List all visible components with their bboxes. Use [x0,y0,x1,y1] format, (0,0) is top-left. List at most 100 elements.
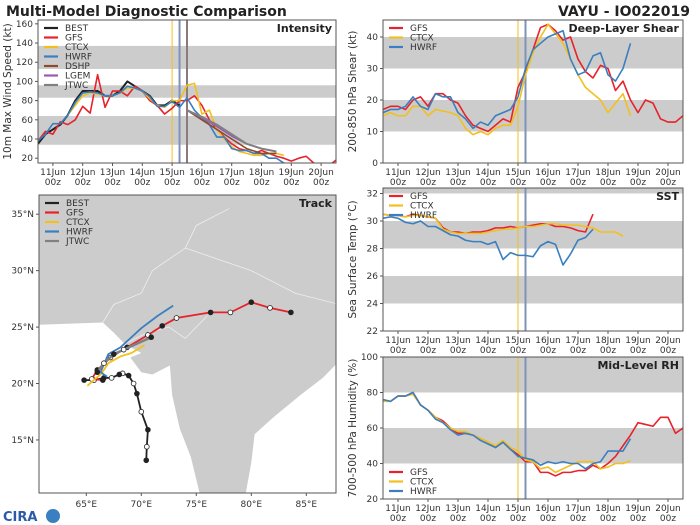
track-point-jtwc [148,334,155,341]
legend-label-jtwc: JTWC [64,81,88,91]
shaded-band [383,428,683,464]
x-tick-label-hour: 00z [390,178,406,188]
x-tick-label: 85°E [295,500,317,510]
x-tick-label: 70°E [130,500,152,510]
x-tick-label: 80°E [240,500,262,510]
x-tick-label-hour: 00z [600,346,616,356]
x-tick-label-hour: 00z [540,178,556,188]
x-tick-label-hour: 00z [570,346,586,356]
x-tick-label-hour: 00z [630,514,646,524]
cira-logo-text: CIRA [3,510,37,525]
shaded-band [383,357,683,393]
x-tick-label-hour: 00z [194,178,210,188]
x-tick-label: 14Jun [130,168,156,178]
country-border [102,208,230,323]
y-tick-label: 20 [367,495,379,505]
x-tick-label-hour: 00z [630,346,646,356]
x-tick-label-hour: 00z [540,346,556,356]
x-tick-label-hour: 00z [420,346,436,356]
x-tick-label: 19Jun [625,168,651,178]
y-tick-label: 120 [16,58,33,68]
y-tick-label: 28 [367,245,379,255]
panel-title: Mid-Level RH [597,359,679,372]
track-point-gfs [267,305,273,311]
x-tick-label: 14Jun [475,168,501,178]
plot-frame [382,19,684,164]
x-tick-label-hour: 00z [660,346,676,356]
track-point-jtwc [120,346,127,353]
figure-title: Multi-Model Diagnostic Comparison [6,4,287,20]
y-tick-label: 30°N [11,267,34,277]
x-tick-label-hour: 00z [450,178,466,188]
x-tick-label-hour: 00z [480,346,496,356]
y-tick-label: 32 [367,190,378,200]
x-tick-label-hour: 00z [75,178,91,188]
panel-title: SST [656,190,679,203]
y-tick-label: 30 [367,65,379,75]
series-line-hwrf [383,216,594,266]
y-axis-label: 200-850 hPa Shear (kt) [347,31,359,153]
track-point-jtwc [111,351,117,357]
x-tick-label-hour: 00z [510,346,526,356]
legend-label-gfs: GFS [65,34,83,44]
y-tick-label: 20 [367,96,379,106]
sst-panel: 11Jun00z12Jun00z13Jun00z14Jun00z15Jun00z… [347,187,684,356]
legend-label-ctcx: CTCX [410,478,434,488]
track-panel: 65°E 70°E 75°E 80°E 85°E 15°N 20°N 25°N 30°N 35°N… [11,194,337,510]
x-tick-label-hour: 00z [450,346,466,356]
x-tick-label: 17Jun [565,504,591,514]
x-tick-label: 14Jun [475,336,501,346]
x-tick-label: 15Jun [505,168,531,178]
legend-label-gfs: GFS [410,24,428,34]
x-tick-label: 12Jun [70,168,96,178]
x-tick-label: 20Jun [655,336,681,346]
shaded-band [383,188,683,194]
y-axis-label: 10m Max Wind Speed (kt) [2,23,14,159]
legend-label-best: BEST [65,24,89,34]
series-line-ctcx [383,213,624,237]
land-mass [39,195,336,493]
y-tick-label: 80 [367,389,379,399]
x-tick-label-hour: 00z [600,178,616,188]
y-tick-label: 10 [367,128,379,138]
track-point-jtwc [101,360,107,366]
track-point-best [81,377,87,383]
y-tick-label: 80 [22,97,34,107]
series-line-hwrf [383,29,632,130]
legend-label-hwrf: HWRF [410,487,437,497]
x-tick-label: 20Jun [308,168,334,178]
storm-title: VAYU - IO022019 [558,4,690,20]
x-tick-label: 13Jun [445,504,471,514]
track-point-best [143,457,150,464]
y-tick-label: 26 [367,272,379,282]
shaded-band [383,276,683,304]
country-border [124,315,208,345]
plot-frame [38,194,337,494]
y-tick-label: 100 [361,353,378,363]
y-tick-label: 15°N [11,436,34,446]
y-tick-label: 140 [16,39,33,49]
legend-label-ctcx: CTCX [410,34,434,44]
legend-label-gfs: GFS [410,192,428,202]
x-tick-label: 18Jun [595,336,621,346]
x-tick-label: 17Jun [565,168,591,178]
x-tick-label: 13Jun [445,336,471,346]
track-point-best [144,443,150,450]
legend-label-ctcx: CTCX [65,43,89,53]
x-tick-label-hour: 00z [164,178,180,188]
x-tick-label: 20Jun [655,504,681,514]
cira-logo: CIRA [3,509,60,525]
series-line-ctcx [383,23,632,136]
x-tick-label-hour: 00z [134,178,150,188]
x-tick-label-hour: 00z [224,178,240,188]
y-tick-label: 60 [367,424,379,434]
shear-panel: 11Jun00z12Jun00z13Jun00z14Jun00z15Jun00z… [347,19,684,188]
y-axis-label: Sea Surface Temp (°C) [347,200,359,318]
track-point-gfs [207,309,214,316]
x-tick-label: 19Jun [625,504,651,514]
x-tick-label-hour: 00z [510,514,526,524]
x-tick-label: 12Jun [415,168,441,178]
x-tick-label: 16Jun [535,504,561,514]
legend-label-gfs: GFS [66,209,84,219]
